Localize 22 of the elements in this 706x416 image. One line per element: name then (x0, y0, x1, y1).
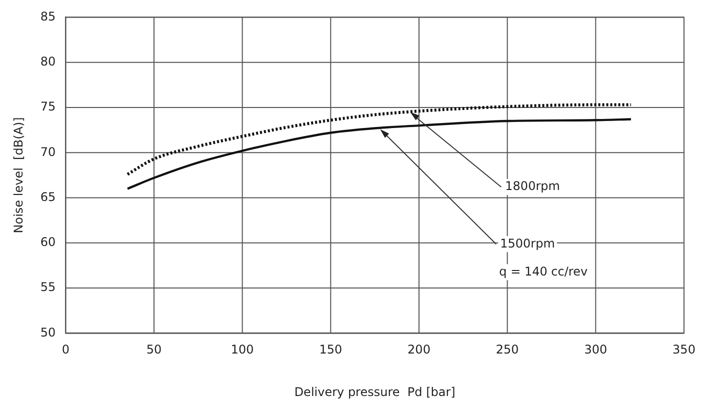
y-axis-title: Noise level [dB(A)] (11, 117, 26, 234)
x-tick-label: 300 (584, 342, 608, 357)
y-tick-label: 55 (40, 280, 56, 294)
y-tick-label: 80 (40, 54, 56, 68)
x-tick-label: 100 (230, 342, 254, 357)
y-tick-label: 70 (40, 144, 56, 159)
x-tick-label: 350 (672, 342, 696, 357)
x-tick-label: 200 (408, 342, 430, 357)
annotation: q = 140 cc/rev (499, 264, 588, 278)
line-series (126, 103, 632, 176)
y-tick-label: 50 (40, 325, 56, 340)
x-tick-label: 50 (146, 342, 162, 357)
x-tick-label: 250 (496, 342, 519, 357)
y-tick-label: 65 (40, 190, 56, 204)
x-tick-label: 0 (62, 342, 70, 357)
y-tick-label: 60 (40, 235, 56, 250)
y-tick-label: 75 (40, 100, 56, 114)
y-tick-label: 85 (40, 9, 56, 24)
x-tick-label: 150 (319, 342, 342, 357)
annotation: 1800rpm (505, 179, 560, 194)
annotation: 1500rpm (500, 236, 555, 250)
x-axis-title: Delivery pressure Pd [bar] (294, 384, 456, 399)
